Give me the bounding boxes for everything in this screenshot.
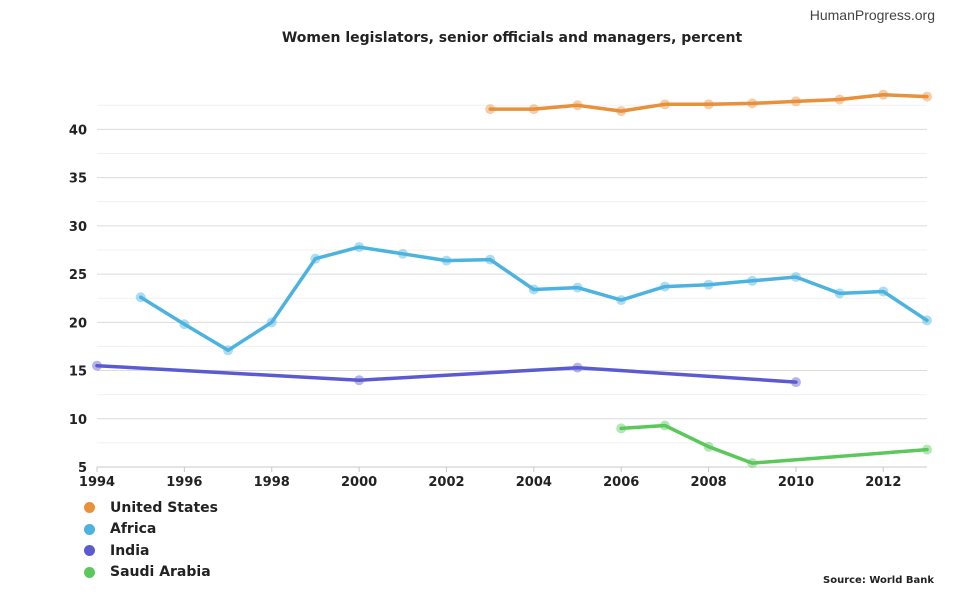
data-point-united-states[interactable] [878,89,889,100]
grid-layer [97,104,927,468]
legend-dot-icon [84,523,95,535]
x-tick-label: 1994 [79,475,115,490]
legend-item-india[interactable]: India [84,540,218,562]
series-saudi-arabia [616,420,932,469]
x-tick-label: 2002 [428,475,464,490]
legend-dot-icon [84,502,95,514]
data-point-india[interactable] [790,377,801,388]
data-point-africa[interactable] [223,345,234,356]
x-tick-label: 2004 [516,475,552,490]
y-tick-label: 35 [69,172,87,187]
x-tick-label: 2010 [778,475,814,490]
data-point-africa[interactable] [834,288,845,299]
data-point-india[interactable] [92,360,102,371]
data-point-africa[interactable] [616,295,627,306]
y-tick-label: 10 [69,413,87,428]
data-point-africa[interactable] [747,275,758,286]
series-line-india [95,363,798,384]
legend-dot-icon [84,566,95,578]
data-point-united-states[interactable] [572,100,583,111]
x-tick-label: 2006 [603,475,639,490]
x-tick-label: 1998 [254,475,290,490]
brand-label: HumanProgress.org [809,7,935,23]
y-tick-label: 25 [69,268,87,283]
y-tick-label: 40 [69,123,87,138]
data-point-united-states[interactable] [834,94,845,105]
data-point-united-states[interactable] [528,104,539,115]
data-point-africa[interactable] [790,271,801,282]
legend-item-saudi-arabia[interactable]: Saudi Arabia [84,562,218,584]
chart-title: Women legislators, senior officials and … [281,30,743,46]
data-point-saudi-arabia[interactable] [703,441,714,452]
data-point-saudi-arabia[interactable] [922,444,932,455]
series-india [92,360,801,388]
legend-label: India [110,542,150,559]
series-africa [135,242,932,356]
data-point-africa[interactable] [485,254,496,265]
series-line-africa [138,245,929,353]
y-tick-label: 15 [69,365,87,380]
data-point-united-states[interactable] [703,99,714,110]
data-point-africa[interactable] [703,279,714,290]
y-tick-label: 5 [78,461,87,476]
source-label: Source: World Bank [823,575,934,586]
data-point-united-states[interactable] [616,106,627,117]
x-tick-label: 2012 [865,475,901,490]
y-tick-label: 20 [69,316,87,331]
data-point-africa[interactable] [310,253,321,264]
data-point-india[interactable] [572,362,583,373]
legend-label: United States [110,499,218,516]
data-point-saudi-arabia[interactable] [659,420,670,431]
data-point-africa[interactable] [397,248,408,259]
data-point-united-states[interactable] [922,91,932,102]
data-point-united-states[interactable] [485,104,496,115]
legend-item-united-states[interactable]: United States [84,497,218,519]
series-line-saudi-arabia [619,423,929,465]
data-point-africa[interactable] [266,317,277,328]
data-point-united-states[interactable] [790,96,801,107]
legend-dot-icon [84,545,95,557]
x-axis-ticks: 1994 1996 1998 2000 2002 2004 2006 2008 2010 2012 [79,467,901,490]
data-point-africa[interactable] [659,281,670,292]
x-tick-label: 2008 [690,475,726,490]
data-point-africa[interactable] [878,286,889,297]
data-point-saudi-arabia[interactable] [616,423,627,434]
x-tick-label: 2000 [341,475,377,490]
data-point-saudi-arabia[interactable] [747,458,758,469]
data-point-africa[interactable] [179,319,190,330]
legend-item-africa[interactable]: Africa [84,519,218,541]
legend: United States Africa India Saudi Arabia [84,497,218,583]
legend-label: Africa [110,521,157,538]
y-axis-ticks: 5 10 15 20 25 30 35 40 [69,123,87,476]
data-point-united-states[interactable] [659,99,670,110]
series-line-united-states [488,92,929,113]
data-point-africa[interactable] [922,315,932,326]
data-point-africa[interactable] [528,284,539,295]
data-point-africa[interactable] [441,255,452,266]
y-tick-label: 30 [69,220,87,235]
data-point-africa[interactable] [354,242,365,253]
data-point-india[interactable] [354,375,365,386]
series-layer [92,89,932,469]
data-point-united-states[interactable] [747,98,758,109]
data-point-africa[interactable] [572,282,583,293]
data-point-africa[interactable] [135,292,146,303]
series-united-states [485,89,932,117]
legend-label: Saudi Arabia [110,564,211,581]
x-tick-label: 1996 [166,475,202,490]
